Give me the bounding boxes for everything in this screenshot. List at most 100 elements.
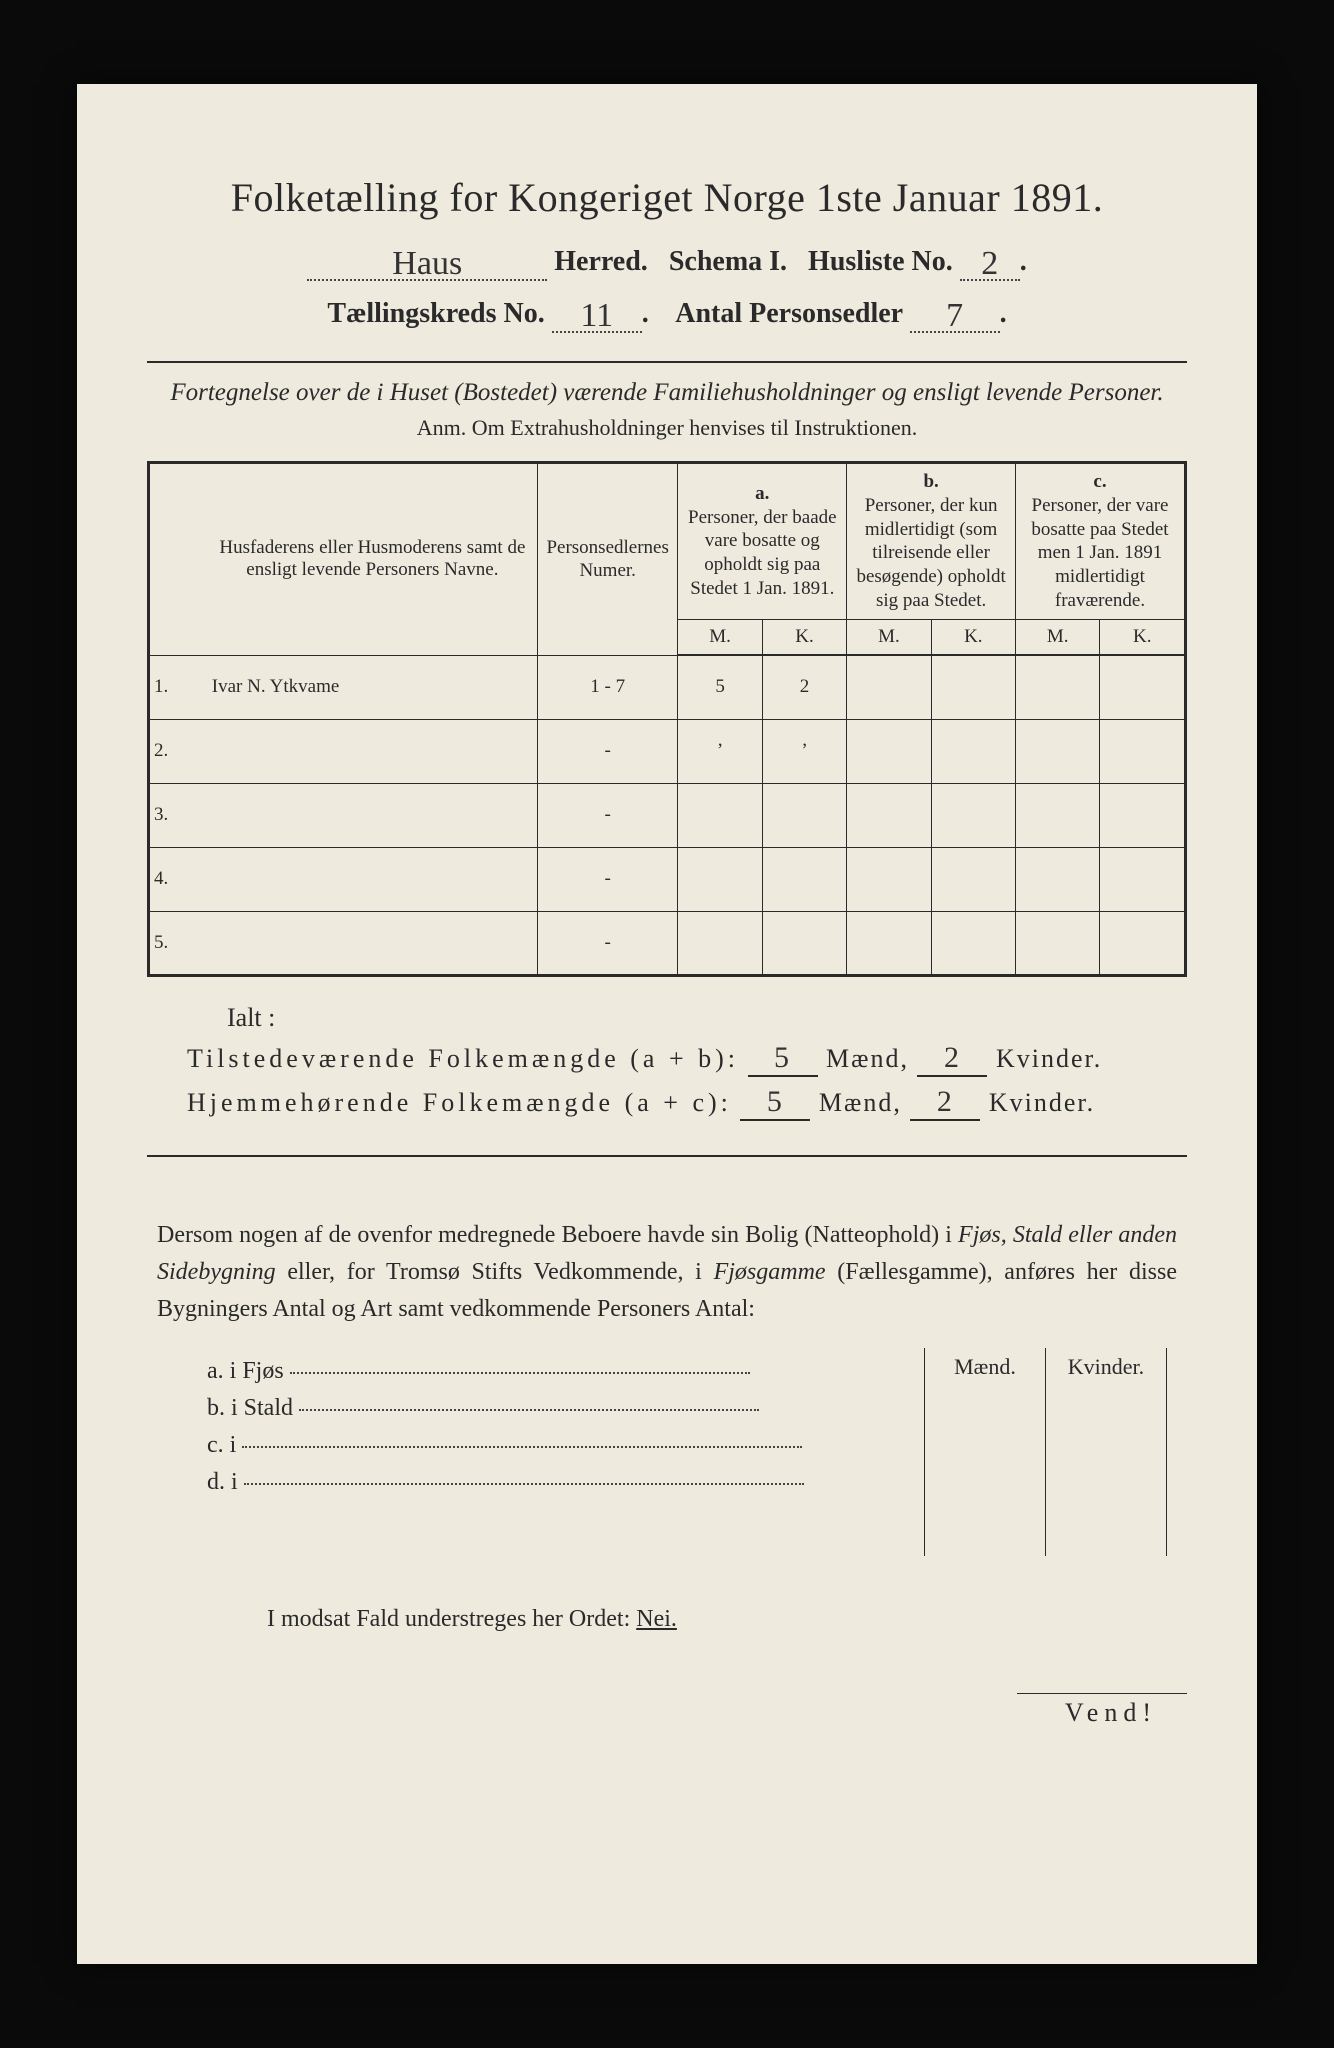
- sub-left: a. i Fjøs b. i Stald c. i d. i: [207, 1348, 924, 1556]
- dots-d: [244, 1483, 804, 1485]
- row-aM: 5: [678, 655, 762, 719]
- table-row: 4. -: [149, 847, 1186, 911]
- anm-note: Anm. Om Extrahusholdninger henvises til …: [147, 415, 1187, 441]
- row-aM: [678, 847, 762, 911]
- mk-maend-head: Mænd.: [924, 1348, 1045, 1386]
- vend-label: Vend!: [147, 1698, 1187, 1728]
- maend-2: Mænd,: [819, 1088, 902, 1117]
- row-sedler: 1 - 7: [537, 655, 677, 719]
- row-num: 3.: [149, 783, 208, 847]
- table-row: 5.-: [149, 911, 1186, 975]
- rule-top: [147, 361, 1187, 363]
- herred-value: Haus: [392, 245, 462, 282]
- a-m: M.: [678, 619, 762, 654]
- sub-area: a. i Fjøs b. i Stald c. i d. i Mænd. Kvi…: [207, 1348, 1167, 1556]
- tilstede-label: Tilstedeværende Folkemængde (a + b):: [187, 1044, 739, 1073]
- kvinder-1: Kvinder.: [996, 1044, 1102, 1073]
- header-line-2: Tællingskreds No. 11. Antal Personsedler…: [147, 293, 1187, 333]
- main-table: Husfaderens eller Husmoderens samt de en…: [147, 461, 1187, 977]
- dots-b: [299, 1409, 759, 1411]
- row-cK: [1100, 655, 1186, 719]
- tilstede-m-field: 5: [748, 1041, 818, 1077]
- mk-body: [924, 1386, 1167, 1556]
- row-num: 1.: [149, 655, 208, 719]
- col-a-header: a. Personer, der baade vare bosatte og o…: [678, 463, 847, 620]
- husliste-value: 2: [981, 245, 998, 282]
- row-name: [208, 911, 538, 975]
- mk-kvinder-col: [1045, 1386, 1167, 1556]
- maend-1: Mænd,: [826, 1044, 909, 1073]
- antal-field: 7: [910, 293, 1000, 333]
- mk-head: Mænd. Kvinder.: [924, 1348, 1167, 1386]
- c-k: K.: [1100, 619, 1186, 654]
- kreds-value: 11: [580, 297, 613, 334]
- nei-word: Nei.: [636, 1606, 677, 1632]
- antal-value: 7: [946, 297, 963, 334]
- row-sedler: -: [537, 911, 677, 975]
- row-aK: 2: [762, 655, 846, 719]
- nei-pre: I modsat Fald understreges her Ordet:: [267, 1606, 636, 1632]
- sub-row-c: c. i: [207, 1432, 924, 1459]
- col-num-header: Personsedlernes Numer.: [537, 463, 677, 656]
- ialt-label: Ialt :: [227, 1003, 1187, 1033]
- row-bK: [931, 655, 1015, 719]
- paragraph: Dersom nogen af de ovenfor medregnede Be…: [157, 1217, 1177, 1329]
- mk-table: Mænd. Kvinder.: [924, 1348, 1167, 1556]
- tilstede-m: 5: [774, 1041, 791, 1074]
- schema-label: Schema I.: [669, 246, 787, 277]
- sub-row-d: d. i: [207, 1469, 924, 1496]
- col-name-header: Husfaderens eller Husmoderens samt de en…: [208, 463, 538, 656]
- row-bM: [847, 655, 931, 719]
- row-aM: [678, 783, 762, 847]
- row-num: 2.: [149, 719, 208, 783]
- page-title: Folketælling for Kongeriget Norge 1ste J…: [147, 174, 1187, 221]
- mk-maend-col: [924, 1386, 1045, 1556]
- row-cM: [1016, 719, 1100, 783]
- row-bM: [847, 719, 931, 783]
- b-k: K.: [931, 619, 1015, 654]
- row-bK: [931, 783, 1015, 847]
- row-aK: [762, 847, 846, 911]
- antal-label: Antal Personsedler: [675, 298, 902, 329]
- col-rownum-blank: [149, 463, 208, 656]
- row-num: 4.: [149, 847, 208, 911]
- sub-row-b: b. i Stald: [207, 1395, 924, 1422]
- col-c-text: Personer, der vare bosatte paa Stedet me…: [1020, 494, 1180, 613]
- kreds-field: 11: [552, 293, 642, 333]
- col-a-text: Personer, der baade vare bosatte og opho…: [682, 506, 842, 601]
- sub-b-label: b. i Stald: [207, 1395, 293, 1421]
- row-cK: [1100, 719, 1186, 783]
- husliste-label: Husliste No.: [808, 246, 953, 277]
- sub-d-label: d. i: [207, 1469, 238, 1495]
- document-page: Folketælling for Kongeriget Norge 1ste J…: [77, 84, 1257, 1964]
- col-c-label: c.: [1020, 470, 1180, 494]
- row-cK: [1100, 911, 1186, 975]
- sub-a-label: a. i Fjøs: [207, 1358, 284, 1384]
- col-b-text: Personer, der kun midlertidigt (som tilr…: [851, 494, 1011, 613]
- row-aK: ʼ: [762, 719, 846, 783]
- hjemme-m: 5: [767, 1085, 784, 1118]
- row-aK: [762, 783, 846, 847]
- row-bK: [931, 847, 1015, 911]
- c-m: M.: [1016, 619, 1100, 654]
- herred-label: Herred.: [554, 246, 648, 277]
- kvinder-2: Kvinder.: [989, 1088, 1095, 1117]
- row-sedler: -: [537, 847, 677, 911]
- kreds-label: Tællingskreds No.: [327, 298, 544, 329]
- row-aK: [762, 911, 846, 975]
- row-sedler: -: [537, 783, 677, 847]
- table-row: 3. -: [149, 783, 1186, 847]
- footer-rule: [1017, 1693, 1187, 1694]
- tilstede-k: 2: [944, 1041, 961, 1074]
- hjemme-k: 2: [937, 1085, 954, 1118]
- col-b-label: b.: [851, 470, 1011, 494]
- row-aM: ʼ: [678, 719, 762, 783]
- sub-row-a: a. i Fjøs: [207, 1358, 924, 1385]
- tilstede-k-field: 2: [917, 1041, 987, 1077]
- hjemme-label: Hjemmehørende Folkemængde (a + c):: [187, 1088, 732, 1117]
- col-c-header: c. Personer, der vare bosatte paa Stedet…: [1016, 463, 1186, 620]
- row-sedler: -: [537, 719, 677, 783]
- rule-mid: [147, 1155, 1187, 1157]
- row-bK: [931, 719, 1015, 783]
- subtitle: Fortegnelse over de i Huset (Bostedet) v…: [147, 379, 1187, 407]
